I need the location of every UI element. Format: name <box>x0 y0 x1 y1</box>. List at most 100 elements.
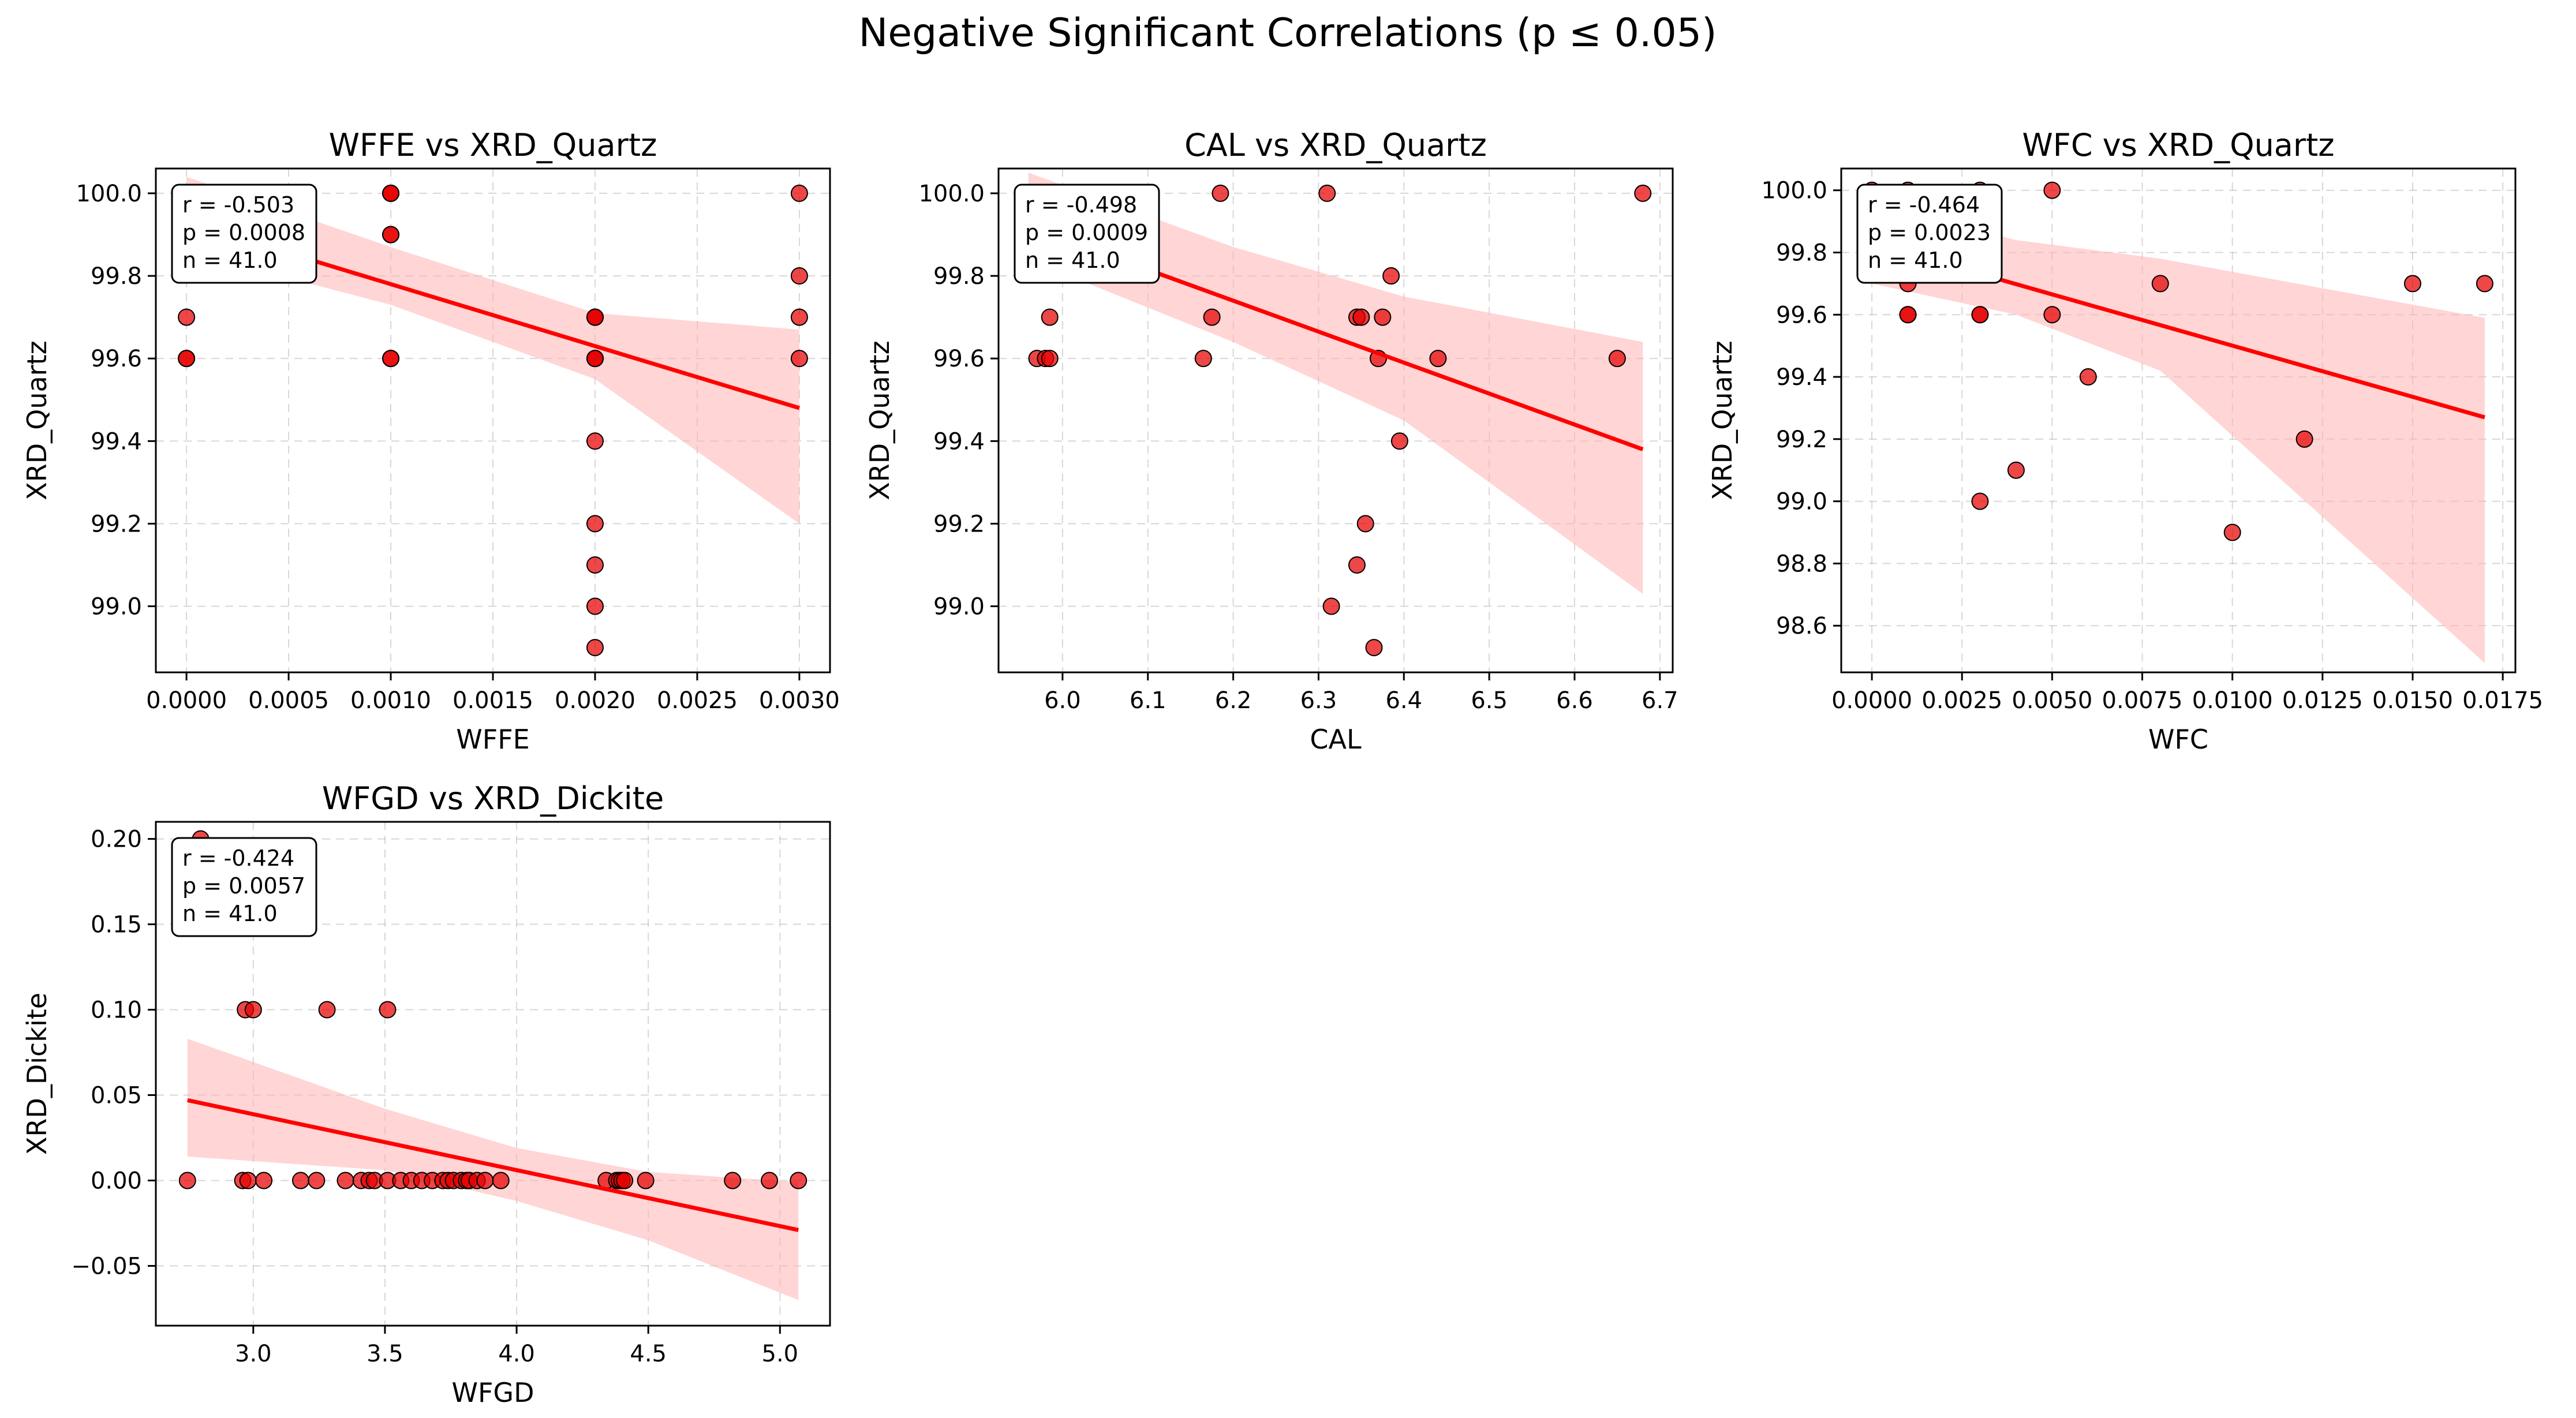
regression-line <box>187 1098 799 1232</box>
y-tick-label: 98.8 <box>1776 551 1827 577</box>
x-tick-label: 0.0015 <box>453 687 533 714</box>
y-tick-label: 0.15 <box>91 912 142 938</box>
confidence-band <box>187 1038 799 1300</box>
x-tick-label: 5.0 <box>762 1341 799 1367</box>
data-point <box>492 1172 510 1189</box>
x-tick-label: 6.6 <box>1556 687 1593 714</box>
y-tick-label: 100.0 <box>918 181 985 207</box>
y-tick-label: 99.0 <box>1776 489 1827 515</box>
data-point <box>1041 350 1059 368</box>
x-axis-label: CAL <box>1310 724 1362 755</box>
data-point <box>1194 350 1212 368</box>
x-tick-label: 0.0030 <box>759 687 840 714</box>
stats-line: r = -0.424 <box>182 845 294 871</box>
data-point <box>1322 597 1340 615</box>
subplot-2: 6.0 6.1 6.2 6.3 6.4 6.5 6.6 6.7 99.0 99.2 99.4 99.6… <box>864 127 1678 755</box>
data-point <box>1352 308 1370 326</box>
axes-frame <box>155 821 831 1327</box>
subplot-title: WFC vs XRD_Quartz <box>2022 127 2334 163</box>
data-point <box>724 1172 742 1189</box>
data-point <box>637 1172 655 1189</box>
subplot-3: 0.0000 0.0025 0.0050 0.0075 0.0100 0.0125 0.01… <box>1707 127 2543 755</box>
data-point <box>790 184 808 202</box>
x-axis-label: WFC <box>2148 724 2208 755</box>
stats-line: p = 0.0009 <box>1025 220 1148 245</box>
axes-frame <box>1840 167 2517 674</box>
data-point <box>382 184 400 202</box>
x-tick-label: 6.5 <box>1471 687 1508 714</box>
data-point <box>586 308 604 326</box>
data-point <box>1203 308 1221 326</box>
data-point <box>2151 275 2169 293</box>
data-point <box>308 1172 326 1189</box>
confidence-band <box>1028 173 1643 594</box>
data-point <box>2043 306 2061 324</box>
y-tick-label: 99.0 <box>933 594 985 620</box>
data-point <box>1899 306 1917 324</box>
data-point <box>1608 350 1626 368</box>
data-point <box>318 1001 336 1019</box>
data-point <box>337 1172 354 1189</box>
x-tick-label: 0.0025 <box>657 687 738 714</box>
data-point <box>2007 461 2025 479</box>
stats-line: n = 41.0 <box>182 901 278 926</box>
axes-frame <box>997 167 1674 674</box>
y-tick-label: 99.6 <box>1776 302 1827 328</box>
y-axis-label: XRD_Quartz <box>21 341 53 500</box>
x-axis-label: WFFE <box>456 724 529 755</box>
stats-box <box>171 184 317 284</box>
x-tick-label: 0.0000 <box>1831 687 1912 714</box>
y-tick-label: −0.05 <box>71 1253 142 1279</box>
x-tick-label: 6.3 <box>1300 687 1337 714</box>
data-point <box>1634 184 1652 202</box>
data-point <box>2295 430 2313 448</box>
data-point <box>1382 267 1400 285</box>
y-tick-label: 99.0 <box>91 594 142 620</box>
x-tick-label: 0.0150 <box>2372 687 2453 714</box>
stats-line: n = 41.0 <box>182 248 278 273</box>
data-point <box>1348 556 1366 574</box>
subplot-grid: 0.0000 0.0005 0.0010 0.0015 0.0020 0.0025 0.00… <box>21 127 2543 1408</box>
data-point <box>586 556 604 574</box>
data-point <box>2079 368 2097 386</box>
x-tick-label: 6.7 <box>1642 687 1678 714</box>
data-point <box>1041 308 1059 326</box>
y-tick-label: 99.4 <box>1776 364 1827 391</box>
stats-line: p = 0.0008 <box>182 220 305 245</box>
data-point <box>244 1001 262 1019</box>
data-point <box>239 1172 257 1189</box>
x-tick-label: 0.0020 <box>555 687 635 714</box>
data-point <box>761 1172 779 1189</box>
data-point <box>1374 308 1392 326</box>
data-point <box>255 1172 273 1189</box>
subplot-1: 0.0000 0.0005 0.0010 0.0015 0.0020 0.0025 0.00… <box>21 127 840 755</box>
y-tick-label: 100.0 <box>76 181 142 207</box>
data-point <box>616 1172 634 1189</box>
confidence-band <box>1872 203 2485 663</box>
data-point <box>790 1172 807 1189</box>
data-point <box>1390 432 1408 450</box>
stats-line: p = 0.0057 <box>182 873 305 899</box>
data-point <box>586 515 604 533</box>
data-point <box>178 308 196 326</box>
data-point <box>586 432 604 450</box>
data-point <box>382 226 400 244</box>
data-point <box>2403 275 2421 293</box>
x-tick-label: 0.0000 <box>146 687 227 714</box>
subplot-title: WFGD vs XRD_Dickite <box>322 780 664 817</box>
y-tick-label: 99.4 <box>91 428 142 455</box>
x-tick-label: 0.0075 <box>2102 687 2183 714</box>
x-tick-label: 0.0100 <box>2192 687 2273 714</box>
y-tick-label: 99.4 <box>933 428 985 455</box>
x-tick-label: 0.0125 <box>2282 687 2363 714</box>
confidence-band <box>186 177 799 524</box>
subplot-title: WFFE vs XRD_Quartz <box>329 127 657 163</box>
data-point <box>2043 181 2061 199</box>
x-tick-label: 6.0 <box>1044 687 1081 714</box>
y-tick-label: 99.2 <box>1776 426 1827 453</box>
x-axis-label: WFGD <box>451 1377 534 1408</box>
data-point <box>790 267 808 285</box>
subplot-4: 3.0 3.5 4.0 4.5 5.0 −0.05 0.00 0.05 0.10 0.15 0.20… <box>21 780 831 1408</box>
x-tick-label: 0.0025 <box>1921 687 2002 714</box>
